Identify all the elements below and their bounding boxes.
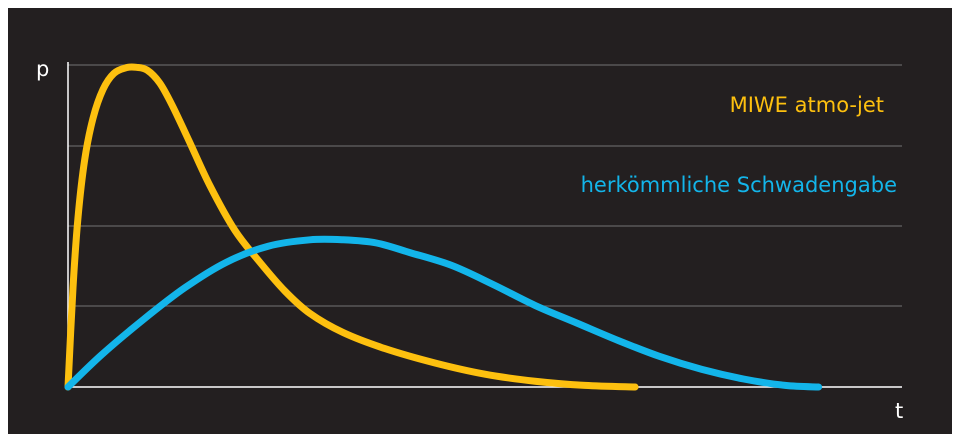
series-line-herkoemmliche-schwadengabe (64, 235, 823, 391)
legend-herkoemmliche-schwadengabe: herkömmliche Schwadengabe (581, 173, 897, 197)
series-lines (64, 63, 823, 391)
y-axis-label: p (36, 57, 49, 81)
x-axis-label: t (895, 399, 903, 423)
grid-lines (68, 64, 902, 307)
series-line-miwe-atmo-jet (64, 63, 639, 391)
chart-background (8, 8, 952, 434)
legend-miwe-atmo-jet: MIWE atmo-jet (730, 93, 884, 117)
